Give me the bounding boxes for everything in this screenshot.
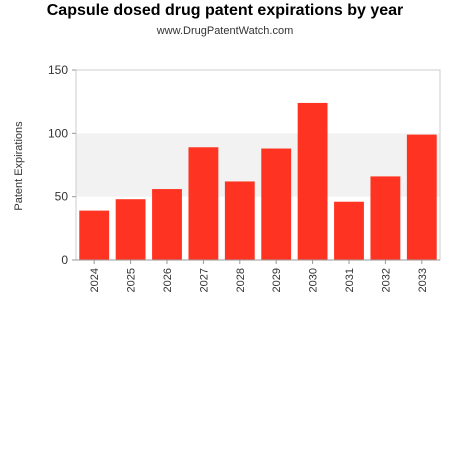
bar-series [79,102,437,260]
bar-2030 [297,102,328,260]
bar-2031 [334,201,364,260]
bar-2029 [261,148,292,260]
bar-2032 [370,176,401,260]
x-tick-label: 2032 [380,268,392,292]
x-tick-label: 2029 [271,268,283,292]
bar-2027 [188,147,219,260]
axes [75,69,441,261]
chart-subtitle: www.DrugPatentWatch.com [156,25,294,37]
x-tick-label: 2027 [198,268,210,292]
bar-2025 [115,199,146,260]
y-tick-label: 0 [61,253,68,267]
bar-2028 [224,181,255,260]
x-tick-label: 2030 [308,268,320,292]
x-tick-label: 2024 [89,268,101,292]
y-axis-ticks: 0 50 100 150 [48,63,76,267]
y-tick-label: 100 [48,126,68,140]
x-tick-label: 2025 [126,268,138,292]
y-tick-label: 150 [48,63,68,77]
bar-2024 [79,210,110,260]
x-tick-label: 2028 [235,268,247,292]
x-tick-label: 2033 [417,268,429,292]
y-axis-label: Patent Expirations [13,121,25,211]
x-axis-ticks: 2024 2025 2026 2027 2028 2029 2030 2031 2032 2033 [89,260,429,292]
x-tick-label: 2031 [344,268,356,292]
y-tick-label: 50 [55,190,69,204]
bar-2033 [406,134,437,260]
x-tick-label: 2026 [162,268,174,292]
bar-2026 [152,189,182,260]
chart-title: Capsule dosed drug patent expirations by… [46,2,404,19]
